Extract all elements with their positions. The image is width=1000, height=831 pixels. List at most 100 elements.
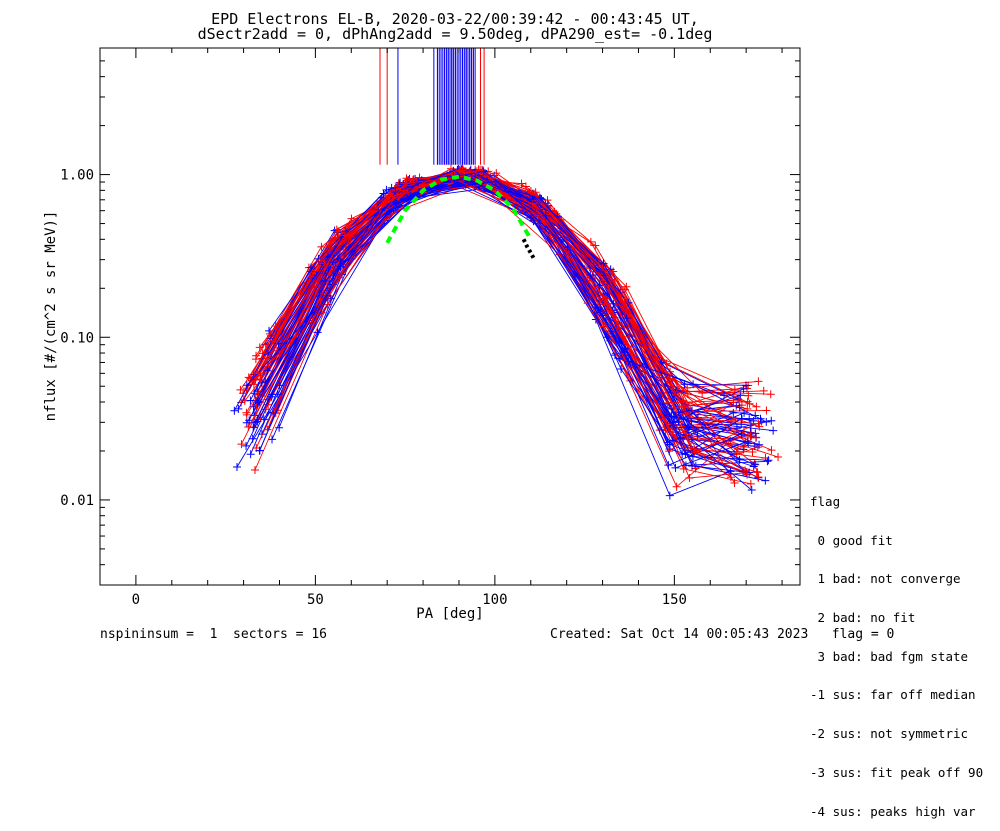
data-point xyxy=(340,231,349,240)
data-point xyxy=(331,234,340,243)
traces-layer xyxy=(230,164,783,500)
axes-layer: 0 50 100 150 0.01 0.10 1.00 xyxy=(60,47,800,608)
data-point xyxy=(764,456,773,465)
data-point xyxy=(737,414,746,423)
data-point xyxy=(586,270,595,279)
data-point xyxy=(244,422,253,431)
data-point xyxy=(563,243,572,252)
data-point xyxy=(492,169,501,178)
data-point xyxy=(237,440,246,449)
data-point xyxy=(382,185,391,194)
trace-line xyxy=(274,171,760,428)
data-point xyxy=(681,403,690,412)
data-point xyxy=(672,482,681,491)
data-point xyxy=(662,359,671,368)
data-point xyxy=(688,452,697,461)
data-point xyxy=(257,430,266,439)
data-point xyxy=(477,165,486,174)
data-point xyxy=(689,380,698,389)
data-point xyxy=(618,352,627,361)
vertical-lines-layer xyxy=(379,48,485,165)
x-tick-label: 0 xyxy=(132,592,140,608)
data-point xyxy=(232,463,241,472)
legend-item: 3 bad: bad fgm state xyxy=(810,648,969,664)
data-point xyxy=(751,433,760,442)
trace-line xyxy=(263,172,755,447)
trace-line xyxy=(265,175,749,445)
data-point xyxy=(531,188,540,197)
data-point xyxy=(247,376,256,385)
data-point xyxy=(275,423,284,432)
trace-line xyxy=(260,178,759,389)
data-point xyxy=(253,398,262,407)
data-point xyxy=(620,285,629,294)
data-point xyxy=(762,406,771,415)
data-point xyxy=(688,461,697,470)
data-point xyxy=(258,349,267,358)
data-point xyxy=(743,437,752,446)
legend-item: 2 bad: no fit xyxy=(810,609,916,625)
data-point xyxy=(346,232,355,241)
data-point xyxy=(679,396,688,405)
data-point xyxy=(255,446,264,455)
data-point xyxy=(242,381,251,390)
legend-item: -4 sus: peaks high var xyxy=(810,803,976,819)
fit-peak-segment xyxy=(521,238,537,261)
trace-line xyxy=(278,170,757,479)
x-tick-label: 150 xyxy=(662,592,687,608)
data-point xyxy=(684,424,693,433)
data-point xyxy=(336,262,345,271)
trace-line xyxy=(254,184,731,488)
trace-line xyxy=(253,170,738,409)
fit-layer xyxy=(385,174,537,261)
data-point xyxy=(253,369,262,378)
data-point xyxy=(244,373,253,382)
data-point xyxy=(740,442,749,451)
data-point xyxy=(341,227,350,236)
data-point xyxy=(332,225,341,234)
data-point xyxy=(685,473,694,482)
data-point xyxy=(761,476,770,485)
data-point xyxy=(763,457,772,466)
legend-title: flag xyxy=(810,493,841,509)
data-point xyxy=(620,344,629,353)
trace-line xyxy=(268,175,774,432)
data-point xyxy=(249,380,258,389)
x-tick-label: 100 xyxy=(482,592,507,608)
data-point xyxy=(729,408,738,417)
data-point xyxy=(622,314,631,323)
legend-item: -1 sus: far off median xyxy=(810,687,976,703)
data-point xyxy=(743,404,752,413)
data-point xyxy=(526,186,535,195)
data-point xyxy=(737,429,746,438)
data-point xyxy=(693,413,702,422)
data-point xyxy=(491,177,500,186)
data-point xyxy=(250,466,259,475)
data-point xyxy=(752,402,761,411)
data-point xyxy=(613,319,622,328)
chart: EPD Electrons EL-B, 2020-03-22/00:39:42 … xyxy=(43,10,801,622)
data-point xyxy=(598,262,607,271)
flag-legend: flag 0 good fit 1 bad: not converge 2 ba… xyxy=(810,470,983,831)
trace-line xyxy=(277,180,769,461)
trace-line xyxy=(240,179,735,484)
trace-line xyxy=(256,184,748,476)
plot-frame xyxy=(99,47,801,586)
data-point xyxy=(746,432,755,441)
legend-item: 1 bad: not converge xyxy=(810,571,961,587)
data-point xyxy=(671,463,680,472)
data-point xyxy=(733,445,742,454)
data-point xyxy=(747,486,756,495)
data-point xyxy=(453,178,462,187)
data-point xyxy=(663,398,672,407)
data-point xyxy=(599,259,608,268)
data-point xyxy=(252,351,261,360)
data-point xyxy=(726,473,735,482)
data-point xyxy=(668,436,677,445)
data-point xyxy=(246,450,255,459)
data-point xyxy=(762,417,771,426)
chart-title-line-1: EPD Electrons EL-B, 2020-03-22/00:39:42 … xyxy=(211,10,699,28)
data-point xyxy=(755,440,764,449)
data-point xyxy=(687,435,696,444)
data-point xyxy=(746,421,755,430)
